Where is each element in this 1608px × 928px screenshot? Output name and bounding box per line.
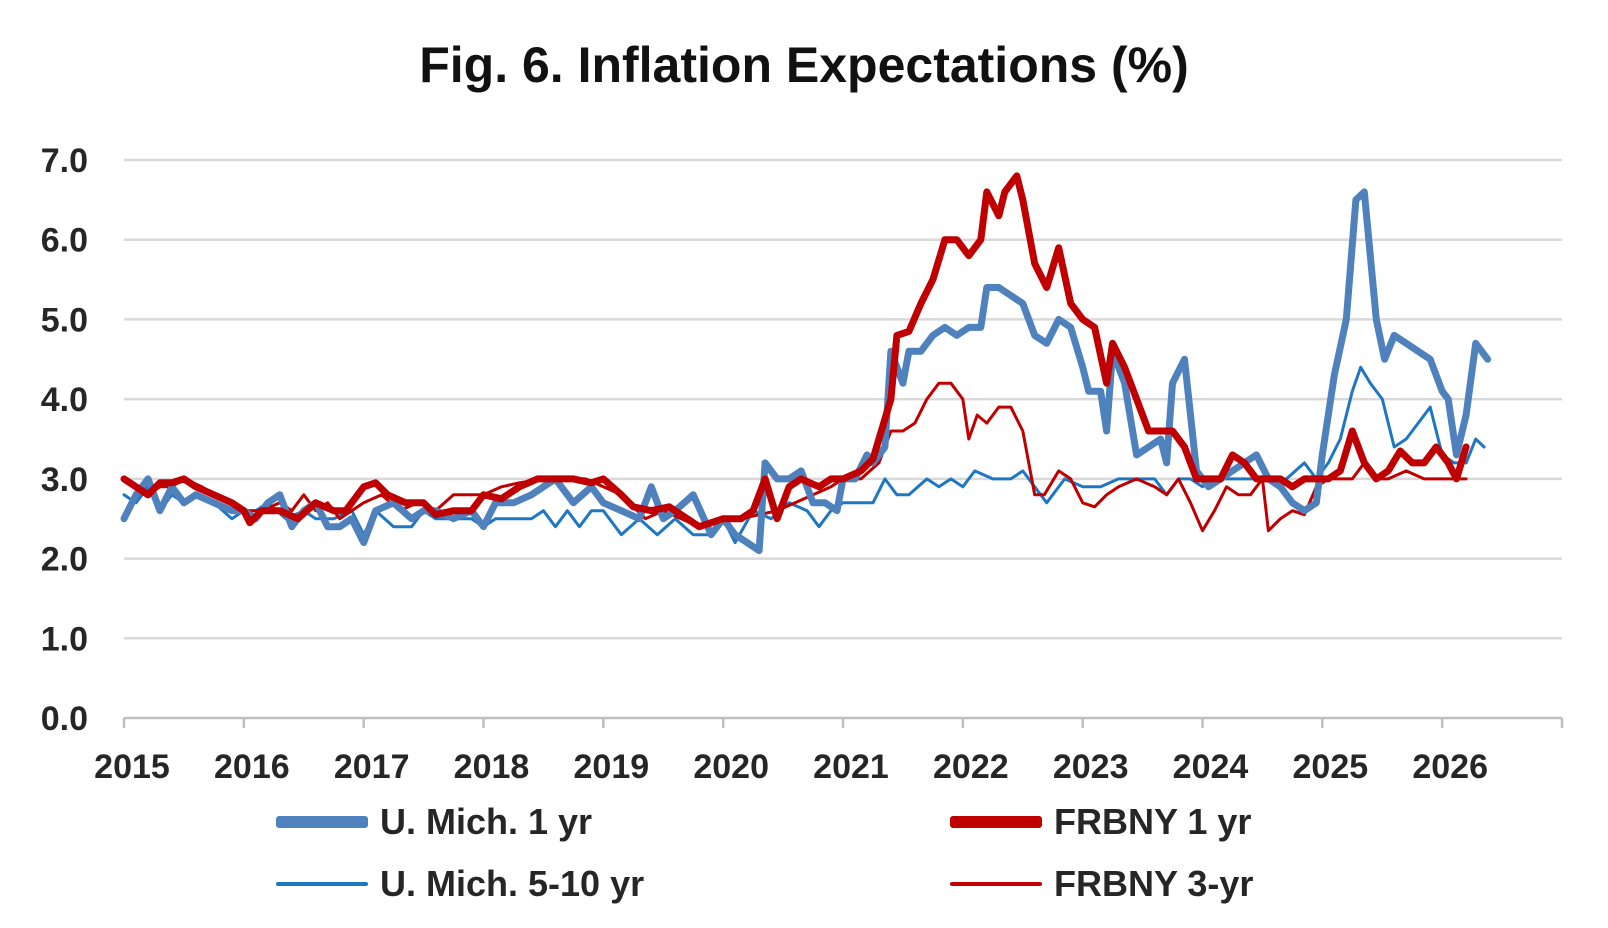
x-tick-label: 2026 xyxy=(1412,748,1488,786)
chart-title: Fig. 6. Inflation Expectations (%) xyxy=(419,37,1189,93)
x-tick-label: 2023 xyxy=(1053,748,1129,786)
x-tick-label: 2020 xyxy=(693,748,769,786)
y-tick-label: 4.0 xyxy=(41,381,88,419)
axes: 0.0 1.0 2.0 3.0 4.0 5.0 6.0 7.0 2015 2016 2017 2018… xyxy=(41,142,1564,786)
x-tick-label: 2021 xyxy=(813,748,889,786)
x-tick-label: 2019 xyxy=(574,748,650,786)
series-line-frbny-1-yr xyxy=(120,172,1470,531)
y-tick-label: 1.0 xyxy=(41,620,88,658)
y-tick-label: 0.0 xyxy=(41,700,88,738)
x-tick-label: 2024 xyxy=(1173,748,1249,786)
y-tick-label: 5.0 xyxy=(41,301,88,339)
y-tick-label: 3.0 xyxy=(41,461,88,499)
y-tick-label: 2.0 xyxy=(41,541,88,579)
x-tick-label: 2025 xyxy=(1293,748,1369,786)
series-line-u-mich-1-yr xyxy=(120,188,1492,555)
y-tick-label: 7.0 xyxy=(41,142,88,180)
gridlines xyxy=(124,158,1562,640)
y-tick-label: 6.0 xyxy=(41,222,88,260)
x-tick-label: 2017 xyxy=(334,748,410,786)
series-line-u-mich-5-10-yr xyxy=(122,365,1486,545)
series-lines xyxy=(120,172,1492,555)
x-tick-label: 2015 xyxy=(94,748,170,786)
x-tick-label: 2016 xyxy=(214,748,290,786)
x-tick-label: 2022 xyxy=(933,748,1009,786)
x-tick-label: 2018 xyxy=(454,748,530,786)
